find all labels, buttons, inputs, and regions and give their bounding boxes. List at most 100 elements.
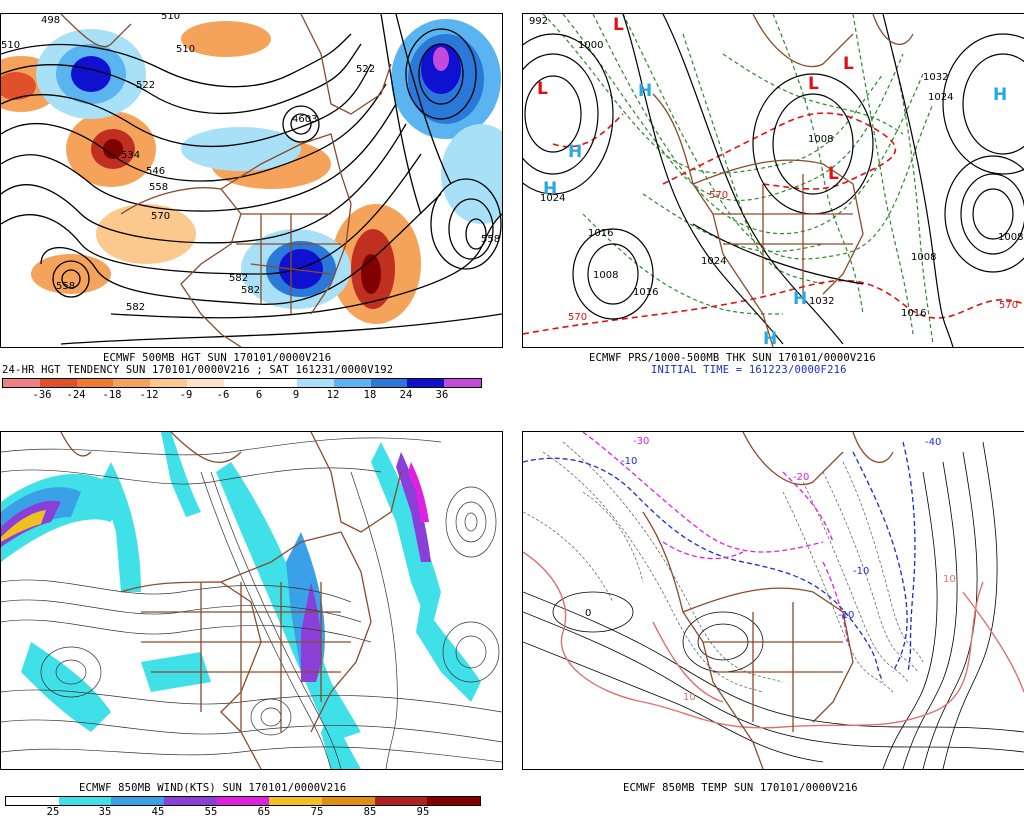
contour-label: 546 [146,166,165,177]
low-pressure-center: L [843,54,854,74]
map-pressure-thickness: H H H H H H L L L L L 992 1000 1008 1016… [523,14,1024,347]
isotherm-label: -40 [925,437,941,448]
panel-500mb-height[interactable]: 498 510 510 522 522 534 546 558 570 582 … [0,13,503,348]
coastlines [60,14,392,347]
colorbar-tick: 25 [46,806,60,818]
colorbar-tick: 65 [257,806,271,818]
tendency-colorbar-labels: -36 -24 -18 -12 -9 -6 6 9 12 18 24 36 [2,389,480,403]
contour-label: 534 [121,150,140,161]
contour-label: 1016 [633,287,658,298]
contour-label: 1016 [901,308,926,319]
contour-label: 992 [529,16,548,27]
contour-label: 1032 [923,72,948,83]
colorbar-tick: 55 [204,806,218,818]
coastlines [642,432,894,769]
colorbar-tick: -9 [179,389,193,401]
colorbar-tick: 12 [326,389,340,401]
panel-500mb-caption-line1: ECMWF 500MB HGT SUN 170101/0000V216 [103,352,332,364]
warm-isotherms [523,441,1024,769]
isotherm-label: -10 [853,566,869,577]
high-pressure-center: H [763,329,777,347]
thickness-labels: 570 570 570 [568,190,1018,323]
zero-degree-isotherm [523,551,1024,729]
isotherm-label: 10 [683,692,696,703]
panel-850mb-wind-caption: ECMWF 850MB WIND(KTS) SUN 170101/0000V21… [79,782,347,794]
contour-label: 558 [481,234,500,245]
contour-label: 1024 [540,193,565,204]
high-pressure-center: H [543,179,557,199]
panel-850mb-wind[interactable] [0,431,503,770]
contour-label: 582 [229,273,248,284]
high-pressure-center: H [993,85,1007,105]
colorbar-tick: 6 [255,389,263,401]
contour-label: 1000 [578,40,603,51]
contour-label: 1032 [809,296,834,307]
contour-label: 1008 [998,232,1023,243]
minus-ten-isotherm [523,441,916,683]
wind-colorbar-labels: 25 35 45 55 65 75 85 95 [5,806,479,819]
panel-500mb-caption-line2: 24-HR HGT TENDENCY SUN 170101/0000V216 ;… [2,364,394,376]
contour-label: 1008 [593,270,618,281]
colorbar-tick: -24 [66,389,86,401]
contour-label: 510 [1,40,20,51]
colorbar-tick: 36 [435,389,449,401]
tendency-colorbar [2,378,482,388]
contour-label: 498 [41,15,60,26]
pressure-centers: H H H H H H L L L L L [537,15,1007,347]
thickness-label: 570 [709,190,728,201]
coastlines [60,432,402,769]
high-pressure-center: H [638,81,652,101]
contour-label: 510 [176,44,195,55]
panel-850mb-temp[interactable]: -40 -30 -20 -10 -10 -10 0 10 10 [522,431,1024,770]
colorbar-tick: -6 [216,389,230,401]
thickness-label: 570 [999,300,1018,311]
map-850mb-wind [1,432,502,769]
thickness-contours [542,14,934,345]
contour-label: 1024 [928,92,953,103]
isotherm-label: 0 [585,608,591,619]
panel-prs-caption-line2: INITIAL TIME = 161223/0000F216 [651,364,847,376]
panel-prs-caption-line1: ECMWF PRS/1000-500MB THK SUN 170101/0000… [589,352,876,364]
height-rises [36,19,502,309]
minus-twenty-isotherm [582,432,849,643]
height-labels: 498 510 510 522 522 534 546 558 570 582 … [1,14,500,313]
contour-label: 522 [136,80,155,91]
colorbar-tick: 85 [363,806,377,818]
low-pressure-center: L [537,79,548,99]
contour-label: 522 [356,64,375,75]
low-pressure-center: L [828,164,839,184]
colorbar-tick: -12 [139,389,159,401]
pressure-labels: 992 1000 1008 1016 1024 1024 1032 1008 1… [529,16,1023,319]
colorbar-tick: 9 [292,389,300,401]
isotherm-label: -20 [793,472,809,483]
wind-speed-shading [1,432,481,769]
contour-label: 582 [126,302,145,313]
contour-label: 1016 [588,228,613,239]
panel-850mb-temp-caption: ECMWF 850MB TEMP SUN 170101/0000V216 [623,782,858,794]
colorbar-tick: -36 [32,389,52,401]
temp-labels: -40 -30 -20 -10 -10 -10 0 10 10 [585,436,956,703]
contour-label: 4603 [292,114,317,125]
colorbar-tick: 18 [363,389,377,401]
thickness-label: 570 [568,312,587,323]
pressure-contours [523,14,1024,347]
coastlines [652,14,914,347]
contour-label: 570 [151,211,170,222]
colorbar-tick: 35 [98,806,112,818]
low-pressure-center: L [808,74,819,94]
contour-label: 510 [161,14,180,22]
isotherm-label: -30 [633,436,649,447]
contour-label: 1008 [911,252,936,263]
contour-label: 1024 [701,256,726,267]
isotherm-label: -10 [621,456,637,467]
colorbar-tick: 95 [416,806,430,818]
high-pressure-center: H [568,142,582,162]
map-850mb-temp: -40 -30 -20 -10 -10 -10 0 10 10 [523,432,1024,769]
low-pressure-center: L [613,15,624,35]
wind-colorbar [5,796,481,806]
panel-pressure-thickness[interactable]: H H H H H H L L L L L 992 1000 1008 1016… [522,13,1024,348]
contour-label: 558 [149,182,168,193]
isotherm-label: 10 [943,574,956,585]
isotherm-label: -10 [838,610,854,621]
high-pressure-center: H [793,289,807,309]
